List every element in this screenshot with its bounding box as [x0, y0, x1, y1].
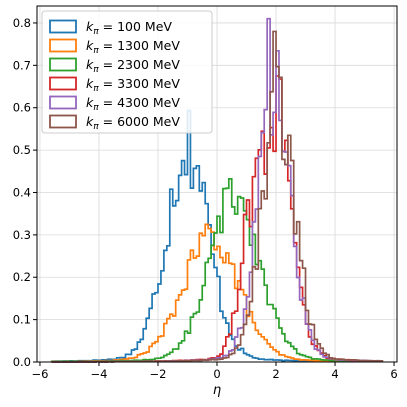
legend-entry: kπ = 6000 MeV — [49, 114, 180, 132]
y-tick-label: 0.0 — [13, 355, 31, 369]
y-tick-label: 0.3 — [13, 228, 31, 242]
legend-entry: kπ = 3300 MeV — [49, 76, 180, 94]
y-tick-label: 0.1 — [13, 313, 31, 327]
x-tick-label: 6 — [390, 367, 397, 381]
x-tick-label: −6 — [31, 367, 48, 381]
x-tick-label: 4 — [331, 367, 338, 381]
legend-entry: kπ = 2300 MeV — [49, 57, 180, 75]
y-tick-label: 0.8 — [13, 16, 31, 30]
x-tick-label: −2 — [150, 367, 167, 381]
legend-label: kπ = 4300 MeV — [86, 95, 180, 113]
y-tick-label: 0.5 — [13, 143, 31, 157]
x-axis-label: η — [213, 383, 221, 398]
legend-swatch — [49, 57, 77, 72]
legend-swatch — [49, 114, 77, 129]
legend-label: kπ = 2300 MeV — [86, 57, 180, 75]
y-tick-label: 0.7 — [13, 58, 31, 72]
x-tick-label: 2 — [272, 367, 279, 381]
y-tick-label: 0.4 — [13, 185, 31, 199]
y-tick-label: 0.6 — [13, 101, 31, 115]
y-tick-label: 0.2 — [13, 270, 31, 284]
x-tick-label: −4 — [90, 367, 107, 381]
legend-entry: kπ = 100 MeV — [49, 19, 172, 37]
legend-entry: kπ = 4300 MeV — [49, 95, 180, 113]
legend-swatch — [49, 38, 77, 53]
legend-box — [41, 10, 213, 134]
legend-swatch — [49, 95, 77, 110]
legend-label: kπ = 100 MeV — [86, 19, 172, 37]
legend-entry: kπ = 1300 MeV — [49, 38, 180, 56]
legend-label: kπ = 3300 MeV — [86, 76, 180, 94]
x-tick-label: 0 — [213, 367, 220, 381]
y-axis-ticks: 0.0 0.1 0.2 0.3 0.4 0.5 0.6 0.7 0.8 — [13, 16, 37, 369]
legend-label: kπ = 6000 MeV — [86, 114, 180, 132]
x-axis-ticks: −6 −4 −2 0 2 4 6 — [31, 362, 398, 381]
legend-swatch — [49, 19, 77, 34]
legend-swatch — [49, 76, 77, 91]
series-histogram-5 — [51, 30, 384, 363]
legend-label: kπ = 1300 MeV — [86, 38, 180, 56]
